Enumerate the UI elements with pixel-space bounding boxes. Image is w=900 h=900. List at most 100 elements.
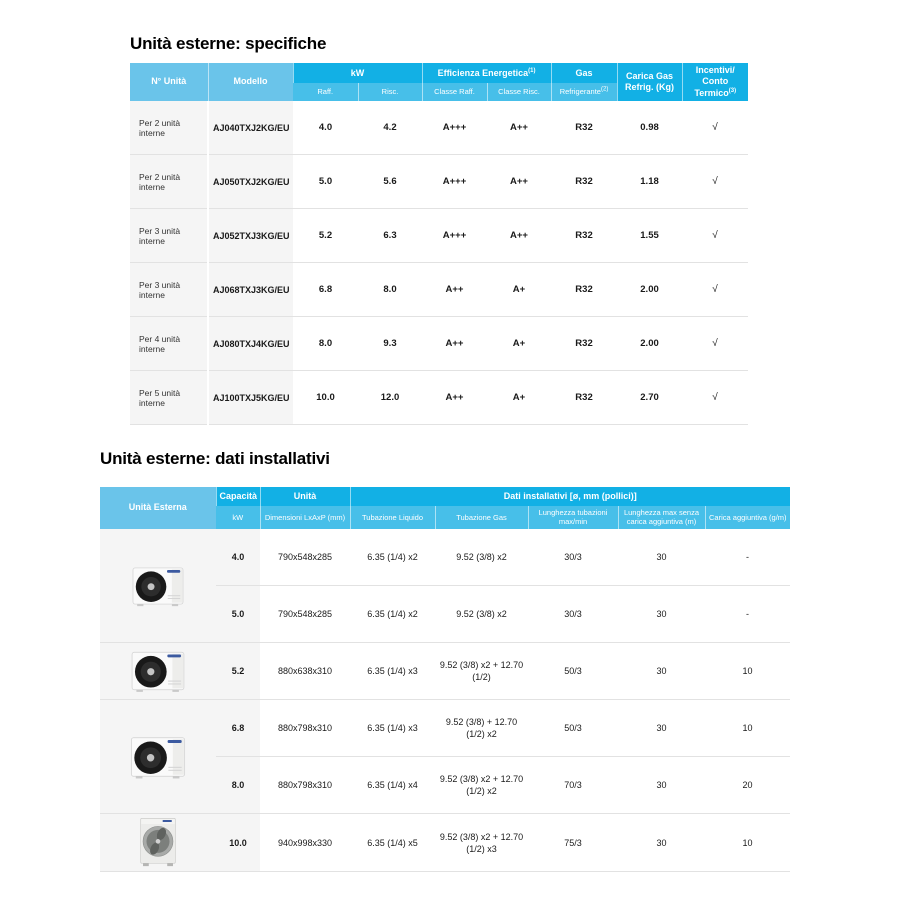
cell-tubazione-gas: 9.52 (3/8) x2 [435, 585, 528, 643]
outdoor-unit-large-image [100, 813, 216, 873]
outdoor-unit-small-image [100, 642, 216, 700]
col-subheader-kw: kW [216, 506, 260, 529]
outdoor-unit-small-image [100, 528, 216, 643]
cell-tubazione-liquido: 6.35 (1/4) x2 [367, 552, 418, 562]
cell-tubazione-liquido: 6.35 (1/4) x3 [350, 699, 435, 757]
cell-carica-aggiuntiva: 10 [705, 699, 791, 757]
cell-tubazione-liquido: 6.35 (1/4) x2 [350, 585, 435, 643]
cell-incentivi-check: √ [682, 370, 749, 426]
cell-raff: 6.8 [293, 262, 358, 317]
table-row: 4.0 790x548x285 6.35 (1/4) x2 9.52 (3/8)… [100, 528, 790, 643]
cell-lunghezza-max: 30 [618, 585, 705, 643]
cell-dimensioni: 880x798x310 [260, 756, 350, 814]
cell-dimensioni: 940x998x330 [260, 813, 350, 873]
refrigerante-footnote: (2) [600, 86, 609, 93]
cell-dimensioni: 880x638x310 [260, 642, 350, 700]
col-header-modello: Modello [207, 63, 293, 101]
outdoor-unit-icon [130, 737, 186, 779]
cell-classe-risc: A+ [487, 262, 552, 317]
col-subheader-classe-risc: Classe Risc. [486, 83, 552, 101]
col-header-gas: Gas [550, 63, 618, 84]
cell-tubazione-gas: 9.52 (3/8) x2 [456, 551, 507, 562]
install-title: Unità esterne: dati installativi [100, 449, 330, 468]
col-header-unita: Unità [259, 487, 350, 506]
col-subheader-lunghezza-tubazioni: Lunghezza tubazioni max/min [527, 506, 618, 529]
cell-raff: 8.0 [293, 316, 358, 371]
cell-modello: AJ100TXJ5KG/EU [208, 370, 293, 426]
cell-n-unita: Per 3 unità interne [130, 262, 209, 317]
table-row: 10.0 940x998x330 6.35 (1/4) x5 9.52 (3/8… [100, 813, 791, 873]
col-subheader-refrigerante: Refrigerante(2) [550, 83, 618, 101]
cell-dimensioni: 790x548x285 [260, 585, 350, 643]
table-row: Per 3 unità interne AJ068TXJ3KG/EU 6.8 8… [130, 262, 749, 317]
table-row: 8.0 880x798x310 6.35 (1/4) x4 9.52 (3/8)… [100, 756, 791, 814]
table-row: 6.8 880x798x310 6.35 (1/4) x3 9.52 (3/8)… [100, 699, 791, 814]
cell-gas: R32 [551, 154, 618, 209]
cell-classe-risc: A+ [487, 316, 552, 371]
col-subheader-dimensioni: Dimensioni LxAxP (mm) [259, 506, 350, 529]
col-subheader-tubazione-gas: Tubazione Gas [434, 506, 528, 529]
outdoor-unit-large-icon [140, 818, 176, 867]
col-header-kw: kW [292, 63, 422, 84]
cell-carica: 2.00 [617, 262, 683, 317]
table-row: Per 3 unità interne AJ052TXJ3KG/EU 5.2 6… [130, 208, 749, 263]
incentivi-footnote: (3) [728, 87, 737, 94]
cell-carica-aggiuntiva: - [746, 552, 750, 562]
cell-incentivi-check: √ [712, 122, 718, 133]
cell-capacita: 4.0 [216, 528, 260, 586]
cell-classe-raff: A++ [422, 262, 487, 317]
cell-capacita: 6.8 [216, 699, 260, 757]
table-row: Per 4 unità interne AJ080TXJ4KG/EU 8.0 9… [130, 316, 749, 371]
cell-tubazione-gas: 9.52 (3/8) + 12.70 (1/2) x2 [435, 699, 528, 757]
cell-modello: AJ050TXJ2KG/EU [208, 154, 293, 209]
col-subheader-tubazione-liquido: Tubazione Liquido [349, 506, 435, 529]
cell-capacita: 10.0 [216, 813, 260, 873]
cell-n-unita: Per 3 unità interne [130, 208, 209, 263]
cell-lunghezza-max: 30 [656, 552, 667, 562]
cell-gas: R32 [551, 208, 618, 263]
col-header-dati-installativi: Dati installativi [ø, mm (pollici)] [349, 487, 791, 506]
cell-classe-raff: A++ [422, 316, 487, 371]
cell-raff: 4.0 [318, 122, 333, 133]
cell-risc: 12.0 [358, 370, 422, 426]
cell-risc: 6.3 [358, 208, 422, 263]
cell-lunghezza-tubazioni: 50/3 [528, 642, 618, 700]
col-header-n-unita: N° Unità [130, 63, 208, 101]
outdoor-unit-icon [132, 567, 184, 606]
cell-carica-aggiuntiva: - [705, 585, 791, 643]
cell-incentivi-check: √ [682, 208, 749, 263]
cell-classe-risc: A++ [487, 208, 552, 263]
col-subheader-classe-raff: Classe Raff. [421, 83, 487, 101]
col-subheader-raff: Raff. [293, 83, 358, 101]
cell-carica-aggiuntiva: 10 [705, 813, 791, 873]
cell-lunghezza-max: 30 [618, 813, 705, 873]
cell-tubazione-gas: 9.52 (3/8) x2 + 12.70 (1/2) x2 [435, 756, 528, 814]
cell-dimensioni: 790x548x285 [277, 552, 333, 562]
efficienza-label: Efficienza Energetica [437, 67, 529, 78]
cell-gas: R32 [551, 262, 618, 317]
cell-incentivi-check: √ [682, 262, 749, 317]
cell-modello: AJ040TXJ2KG/EU [208, 100, 293, 155]
table-row: 5.2 880x638x310 6.35 (1/4) x3 9.52 (3/8)… [100, 642, 791, 700]
cell-risc: 9.3 [358, 316, 422, 371]
cell-tubazione-gas: 9.52 (3/8) x2 + 12.70 (1/2) [435, 642, 528, 700]
spec-title: Unità esterne: specifiche [130, 34, 327, 53]
cell-risc: 8.0 [358, 262, 422, 317]
cell-lunghezza-tubazioni: 30/3 [528, 585, 618, 643]
col-header-unita-esterna: Unità Esterna [100, 487, 216, 529]
cell-lunghezza-max: 30 [618, 756, 705, 814]
cell-raff: 5.0 [293, 154, 358, 209]
refrigerante-label: Refrigerante [559, 87, 601, 97]
cell-raff: 10.0 [293, 370, 358, 426]
col-header-capacita: Capacità [215, 487, 260, 506]
outdoor-unit-small-image [100, 699, 216, 814]
cell-carica-aggiuntiva: 10 [705, 642, 791, 700]
col-header-carica: Carica Gas Refrig. (Kg) [616, 63, 683, 101]
outdoor-unit-icon [131, 652, 185, 693]
cell-classe-raff: A++ [422, 370, 487, 426]
cell-classe-risc: A++ [487, 154, 552, 209]
cell-modello: AJ068TXJ3KG/EU [208, 262, 293, 317]
cell-carica: 2.70 [617, 370, 683, 426]
cell-capacita: 8.0 [216, 756, 260, 814]
